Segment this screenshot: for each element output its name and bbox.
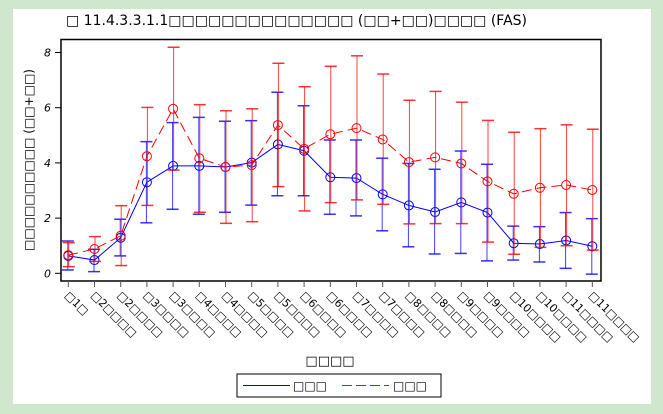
data-point [194,153,205,164]
data-point [482,176,493,187]
series-line-2 [68,107,593,256]
data-point [246,160,257,171]
legend-label-series-2: □□□ [393,379,427,393]
chart-title: □ 11.4.3.3.1.1□□□□□□□□□□□□□□ (□□+□□)□□□□… [66,13,527,29]
data-point [430,152,441,163]
data-point [89,244,100,255]
x-axis-label: □□□□ [305,354,354,369]
data-point [272,120,283,131]
legend-box [236,373,442,398]
y-axis-label: □□□□□□□□□□ (□□+□□) [22,69,36,251]
chart-panel [13,9,651,404]
y-tick-label: 0 [44,267,51,280]
data-point [377,134,388,145]
x-tick-label: □1□ [62,289,91,318]
data-point [587,184,598,195]
data-point [325,129,336,140]
data-point [220,162,231,173]
data-point [456,158,467,169]
data-point [534,182,545,193]
legend: □□□ □□□ [236,373,442,398]
data-point [115,230,126,241]
data-point [561,179,572,190]
data-point [63,250,74,261]
y-tick-label: 6 [44,102,51,115]
data-point [403,157,414,168]
plot-frame [60,38,602,282]
data-point [141,151,152,162]
y-tick-label: 8 [44,47,51,60]
data-point [351,123,362,134]
data-point [508,188,519,199]
legend-label-series-1: □□□ [293,379,327,393]
data-point [299,143,310,154]
y-tick-label: 4 [44,157,51,170]
data-point [168,103,179,114]
y-tick-label: 2 [44,212,51,225]
